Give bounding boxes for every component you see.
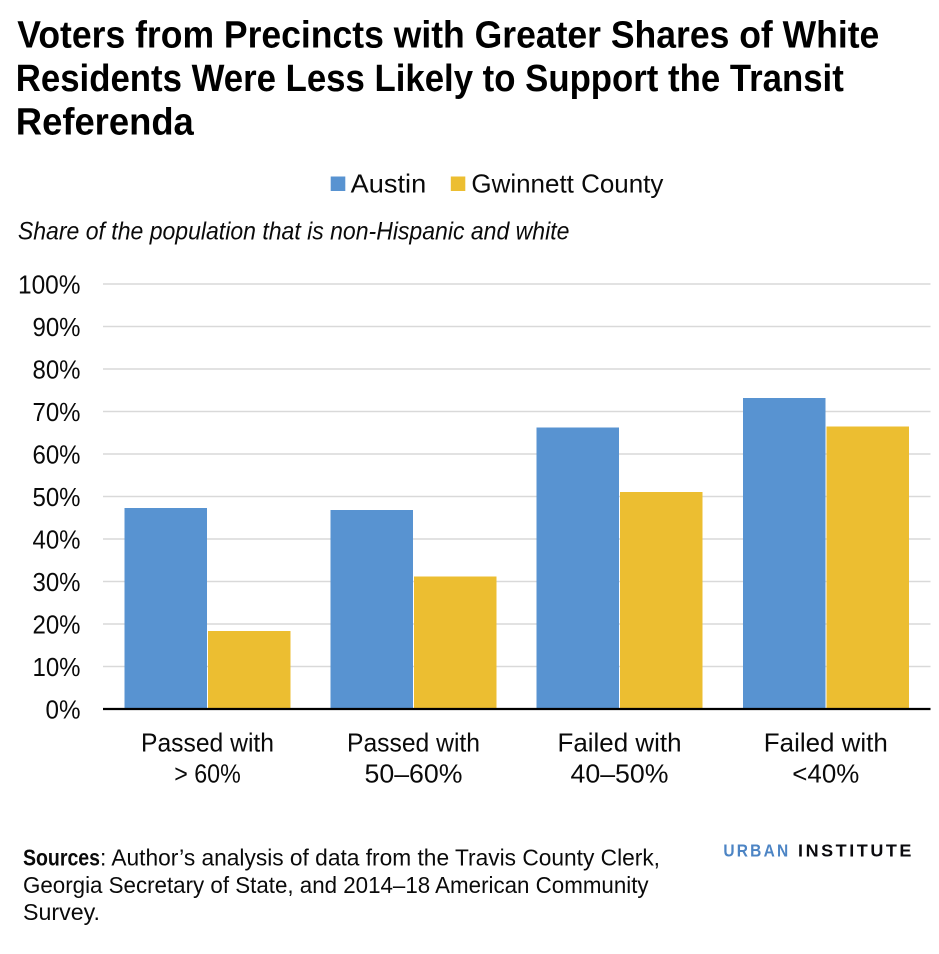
svg-text:100%: 100% xyxy=(18,270,81,300)
svg-text:10%: 10% xyxy=(33,652,81,682)
svg-text:URBAN: URBAN xyxy=(723,841,790,861)
svg-text:Referenda: Referenda xyxy=(16,102,195,144)
svg-text:50–60%: 50–60% xyxy=(365,759,463,789)
svg-text:Passed with: Passed with xyxy=(347,728,480,758)
svg-text:Failed with: Failed with xyxy=(558,728,682,758)
svg-text:Failed with: Failed with xyxy=(764,728,888,758)
svg-text:20%: 20% xyxy=(33,610,81,640)
svg-text:Georgia Secretary of State, an: Georgia Secretary of State, and 2014–18 … xyxy=(23,872,649,898)
svg-text:70%: 70% xyxy=(33,397,81,427)
svg-text:50%: 50% xyxy=(33,482,81,512)
svg-text:Gwinnett County: Gwinnett County xyxy=(471,169,663,199)
svg-text:90%: 90% xyxy=(33,312,81,342)
svg-text:Share of the population that i: Share of the population that is non-Hisp… xyxy=(18,218,570,246)
svg-text:40–50%: 40–50% xyxy=(571,759,669,789)
svg-text:40%: 40% xyxy=(33,525,81,555)
svg-text:0%: 0% xyxy=(46,695,81,725)
svg-text:80%: 80% xyxy=(33,355,81,385)
svg-text:Austin: Austin xyxy=(351,169,427,199)
svg-text:30%: 30% xyxy=(33,567,81,597)
svg-text:Sources: Sources xyxy=(23,845,100,871)
svg-text:Survey.: Survey. xyxy=(23,899,100,925)
svg-text:60%: 60% xyxy=(33,440,81,470)
svg-text:Residents Were Less Likely to: Residents Were Less Likely to Support th… xyxy=(16,58,844,100)
svg-text:<40%: <40% xyxy=(792,759,859,789)
svg-text:: Author’s analysis of data fr: : Author’s analysis of data from the Tra… xyxy=(100,845,660,871)
svg-text:Voters from Precincts with Gre: Voters from Precincts with Greater Share… xyxy=(17,15,879,57)
svg-text:Passed with: Passed with xyxy=(141,728,274,758)
svg-text:INSTITUTE: INSTITUTE xyxy=(798,841,914,861)
svg-text:> 60%: > 60% xyxy=(174,759,241,789)
